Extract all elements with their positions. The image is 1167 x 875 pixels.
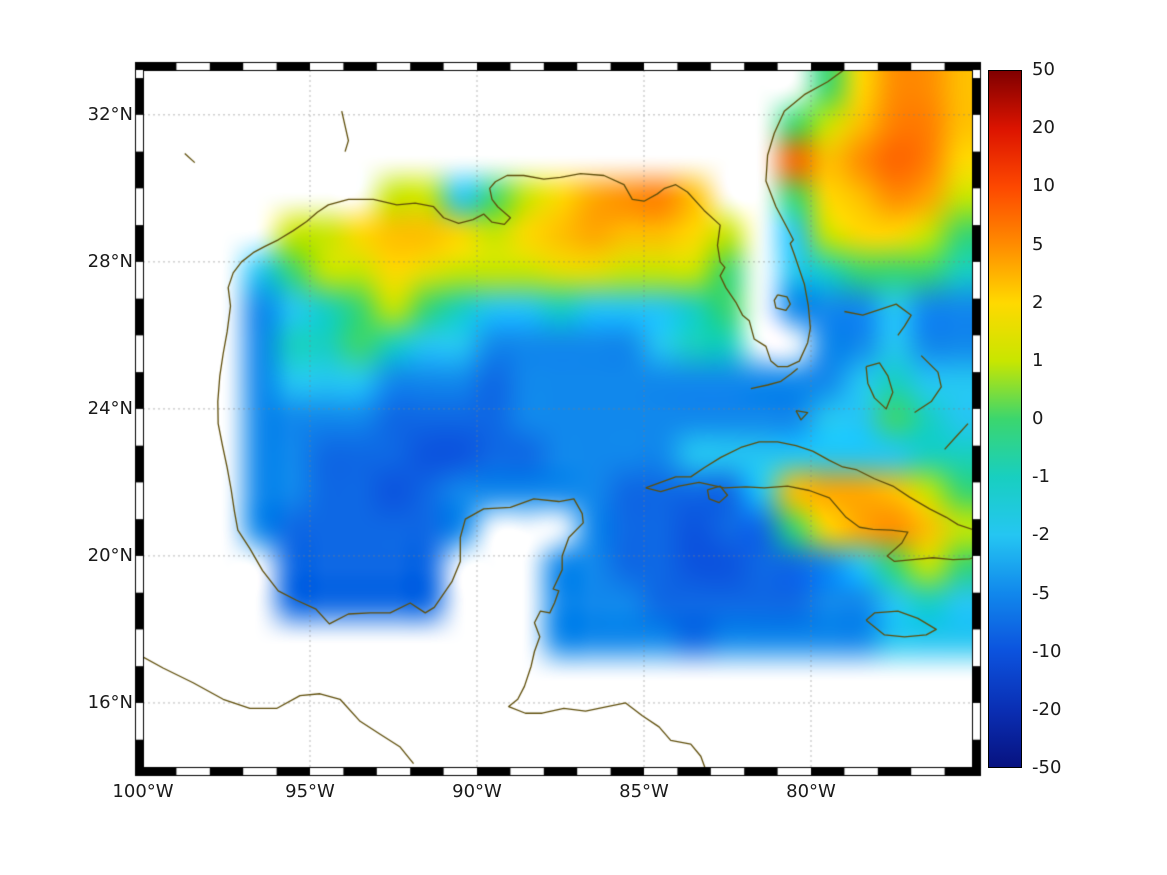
x-tick-label: 90°W: [452, 781, 502, 802]
colorbar-tick-label: -50: [1032, 757, 1062, 778]
y-tick-label: 28°N: [87, 251, 133, 272]
colorbar-tick-label: 10: [1032, 175, 1055, 196]
colorbar-tick-label: 1: [1032, 350, 1044, 371]
x-tick-label: 85°W: [619, 781, 669, 802]
y-tick-label: 24°N: [87, 398, 133, 419]
colorbar-tick-label: 50: [1032, 59, 1055, 80]
colorbar-tick-label: -5: [1032, 583, 1050, 604]
colorbar-tick-label: 5: [1032, 234, 1044, 255]
colorbar-tick-label: 2: [1032, 292, 1044, 313]
colorbar-tick-label: 0: [1032, 408, 1044, 429]
colorbar-tick-label: -10: [1032, 641, 1062, 662]
colorbar-tick-label: 20: [1032, 117, 1055, 138]
x-tick-label: 95°W: [285, 781, 335, 802]
y-tick-label: 32°N: [87, 104, 133, 125]
y-tick-label: 16°N: [87, 692, 133, 713]
x-tick-label: 80°W: [786, 781, 836, 802]
colorbar-tick-label: -1: [1032, 466, 1050, 487]
colorbar-tick-label: -20: [1032, 699, 1062, 720]
x-tick-label: 100°W: [112, 781, 174, 802]
colorbar-tick-label: -2: [1032, 524, 1050, 545]
colorbar: [988, 70, 1022, 768]
y-tick-label: 20°N: [87, 545, 133, 566]
